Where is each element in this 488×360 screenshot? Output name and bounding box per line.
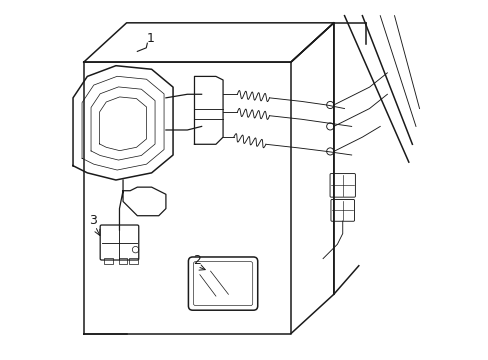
Text: 1: 1 xyxy=(146,32,154,45)
Bar xyxy=(129,258,138,264)
Text: 3: 3 xyxy=(89,213,97,226)
Bar xyxy=(119,258,127,264)
Bar xyxy=(104,258,113,264)
Text: 2: 2 xyxy=(192,254,200,267)
